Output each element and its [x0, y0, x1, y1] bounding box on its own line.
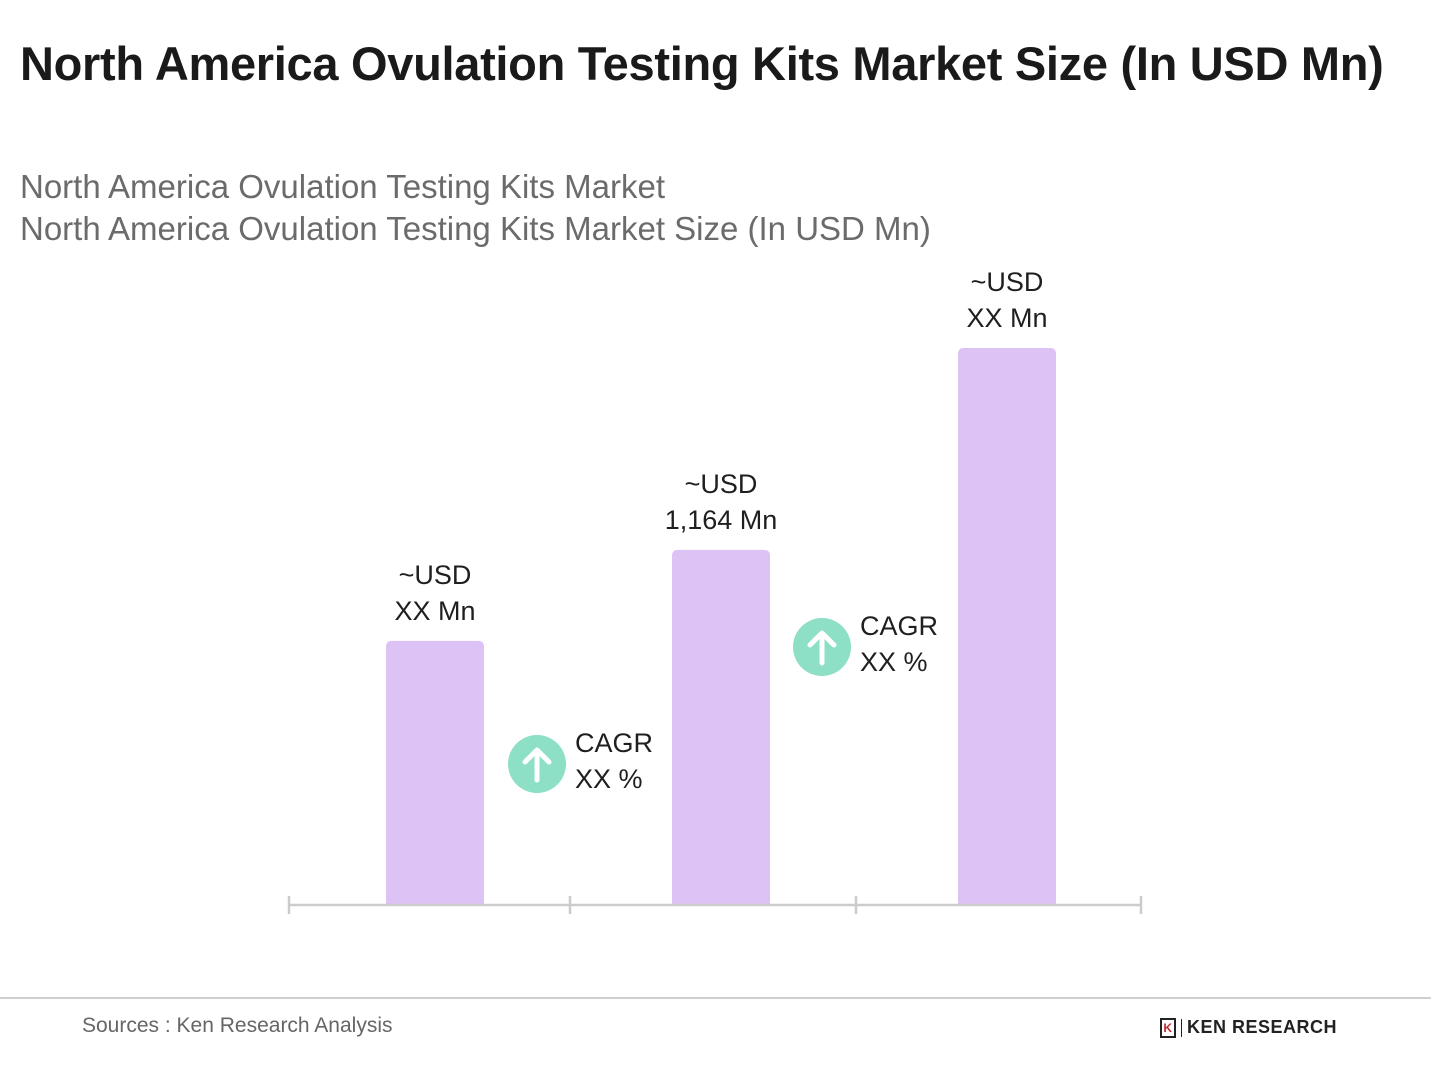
- bar: [386, 640, 484, 905]
- arrow-up-glyph: [522, 747, 552, 783]
- logo-mark-icon: K: [1160, 1017, 1176, 1038]
- source-note: Sources : Ken Research Analysis: [82, 1014, 393, 1037]
- data-label: ~USD: [971, 267, 1044, 297]
- cagr-label: CAGR: [575, 728, 653, 758]
- data-label: 1,164 Mn: [665, 505, 778, 535]
- logo-separator: [1181, 1018, 1182, 1037]
- data-label: ~USD: [685, 469, 758, 499]
- ken-research-logo: K KEN RESEARCH: [1160, 1017, 1337, 1038]
- bar: [672, 549, 770, 905]
- arrow-up-glyph: [807, 630, 837, 666]
- chart-title: North America Ovulation Testing Kits Mar…: [20, 37, 1384, 90]
- data-label: XX Mn: [394, 596, 475, 626]
- data-label: ~USD: [399, 560, 472, 590]
- chart-subtitle-1: North America Ovulation Testing Kits Mar…: [20, 168, 665, 205]
- cagr-label: CAGR: [860, 611, 938, 641]
- cagr-label: XX %: [575, 764, 643, 794]
- cagr-label: XX %: [860, 647, 928, 677]
- bar: [958, 348, 1056, 905]
- footer-divider: [0, 997, 1431, 999]
- chart-subtitle-2: North America Ovulation Testing Kits Mar…: [20, 210, 931, 247]
- data-label: XX Mn: [966, 303, 1047, 333]
- logo-text: KEN RESEARCH: [1187, 1017, 1338, 1037]
